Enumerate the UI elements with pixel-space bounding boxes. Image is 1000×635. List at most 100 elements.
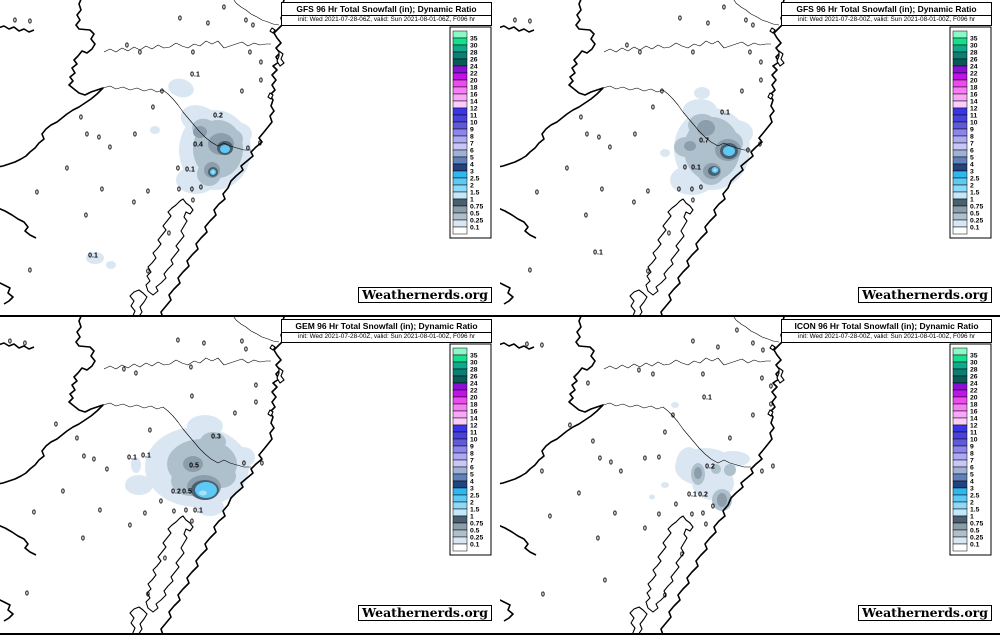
legend-tick-label: 0.5 (470, 527, 480, 534)
legend-color-cell (952, 198, 968, 207)
lagoon-outline (267, 92, 274, 100)
legend-color-cell (452, 37, 468, 46)
zero-label: 0 (32, 510, 36, 517)
country-border (500, 282, 514, 305)
legend-color-cell (952, 121, 968, 130)
legend-color-cell (952, 58, 968, 67)
legend-color-cell (952, 30, 968, 39)
zero-label: 0 (105, 467, 109, 474)
zero-label: 0 (75, 436, 79, 443)
legend-tick-label: 9 (970, 443, 974, 450)
legend-tick-label: 0.25 (470, 534, 483, 541)
legend-color-cell (952, 212, 968, 221)
zero-label: 0 (151, 105, 155, 112)
legend-tick-label: 3 (470, 485, 474, 492)
legend-tick-label: 11 (970, 112, 977, 119)
zero-label: 0 (761, 348, 765, 355)
lagoon-outline (145, 515, 194, 613)
legend-tick-label: 3 (470, 168, 474, 175)
legend-tick-label: 20 (970, 77, 978, 84)
snowfall-contour (661, 482, 669, 488)
snowfall-value-label: 0.1 (88, 253, 98, 260)
legend-tick-label: 24 (970, 63, 978, 70)
snowfall-contour (649, 494, 655, 500)
zero-label: 0 (8, 339, 12, 346)
legend-color-cell (452, 431, 468, 440)
legend-color-cell (452, 396, 468, 405)
snowfall-contours (649, 402, 750, 511)
country-border (0, 0, 104, 168)
legend-color-cell (952, 473, 968, 482)
zero-label: 0 (525, 342, 529, 349)
legend-color-cell (452, 452, 468, 461)
legend-tick-label: 0.25 (470, 217, 483, 224)
snowfall-contour (195, 482, 217, 498)
legend-color-cell (452, 536, 468, 545)
legend-color-cell (952, 191, 968, 200)
snowfall-value-label: 0.1 (190, 72, 200, 79)
zero-label: 0 (233, 411, 237, 418)
legend-color-cell (952, 445, 968, 454)
lagoon-outline (129, 606, 148, 633)
zero-label: 0 (222, 5, 226, 12)
legend-tick-label: 12 (470, 105, 478, 112)
zero-label: 0 (663, 430, 667, 437)
legend-color-cell (452, 466, 468, 475)
lagoon-outline (767, 92, 774, 100)
zero-label: 0 (100, 187, 104, 194)
zero-label: 0 (680, 552, 684, 559)
legend-color-cell (452, 149, 468, 158)
legend-tick-label: 26 (470, 373, 478, 380)
legend-tick-label: 1.5 (970, 189, 980, 196)
zero-label: 0 (146, 269, 150, 276)
legend-color-cell (952, 529, 968, 538)
zero-label: 0 (540, 343, 544, 350)
legend-color-cell (452, 114, 468, 123)
zero-label: 0 (513, 18, 517, 25)
legend-tick-label: 26 (470, 56, 478, 63)
panel-title: GFS 96 Hr Total Snowfall (in); Dynamic R… (282, 3, 491, 16)
lagoon-outline (645, 515, 694, 613)
legend-tick-label: 4 (970, 478, 974, 485)
country-border (0, 342, 35, 350)
legend-tick-label: 10 (970, 119, 978, 126)
legend-color-cell (952, 382, 968, 391)
zero-label: 0 (744, 18, 748, 25)
zero-label: 0 (528, 19, 532, 26)
legend-tick-label: 26 (970, 56, 978, 63)
legend-tick-label: 5 (470, 471, 474, 478)
zero-label: 0 (657, 512, 661, 519)
zero-label: 0 (716, 345, 720, 352)
snowfall-contour (716, 451, 750, 467)
zero-label: 0 (759, 60, 763, 67)
zero-label: 0 (643, 456, 647, 463)
legend-color-cell (452, 487, 468, 496)
zero-label: 0 (177, 187, 181, 194)
lagoon-outline (129, 289, 148, 315)
zero-label: 0 (65, 166, 69, 173)
zero-label: 0 (191, 198, 195, 205)
lagoon-outline (145, 198, 194, 296)
snowfall-value-label: 0.1 (141, 453, 151, 460)
legend-color-cell (952, 494, 968, 503)
legend-color-cell (452, 226, 468, 235)
legend-tick-label: 5 (970, 154, 974, 161)
zero-label: 0 (748, 50, 752, 57)
legend-color-cell (452, 501, 468, 510)
zero-label: 0 (728, 436, 732, 443)
zero-label: 0 (619, 469, 623, 476)
snowfall-contour (717, 493, 727, 507)
lagoon-outline (276, 50, 285, 67)
panel-init-line: init: Wed 2021-07-28-06Z, valid: Sun 202… (297, 16, 476, 23)
legend-tick-label: 16 (470, 408, 478, 415)
legend-color-cell (952, 543, 968, 552)
lagoon-outline (269, 344, 276, 351)
legend-tick-label: 2.5 (970, 175, 980, 182)
legend-color-cell (952, 170, 968, 179)
zero-label: 0 (189, 365, 193, 372)
legend-color-cell (452, 494, 468, 503)
